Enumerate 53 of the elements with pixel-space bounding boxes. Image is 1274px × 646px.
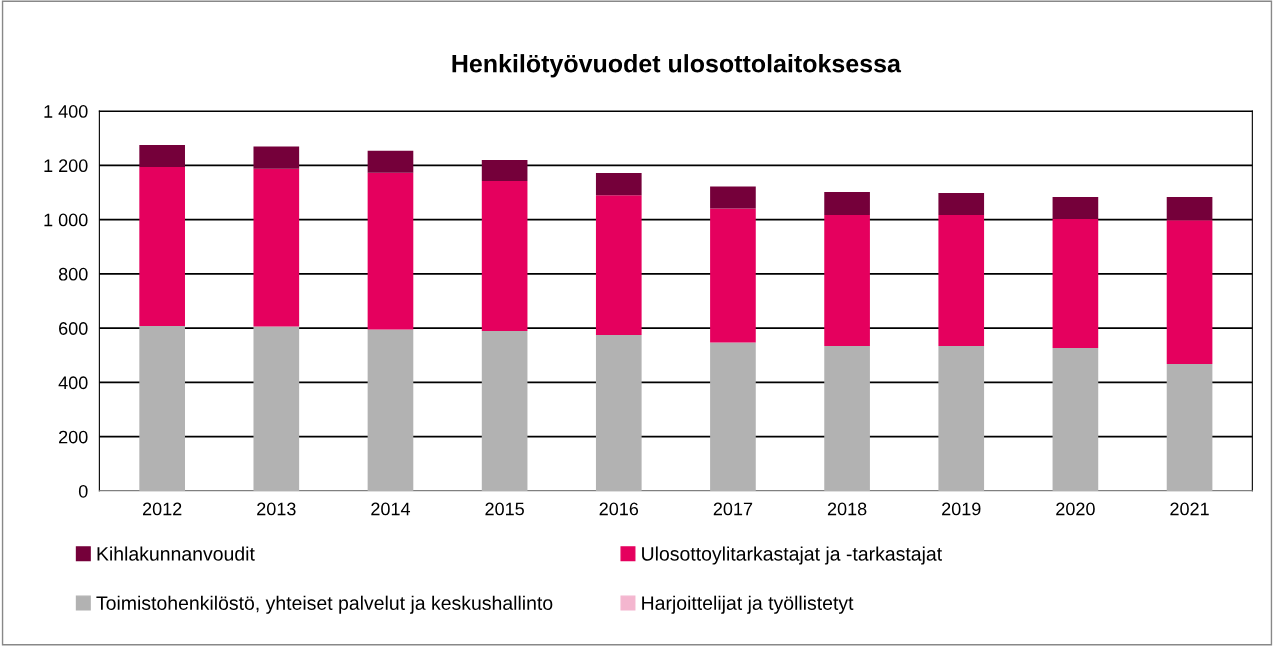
bar: [1166, 220, 1213, 364]
x-tick-label: 2016: [599, 502, 639, 516]
x-tick-label: 2017: [713, 502, 753, 516]
bar: [1052, 347, 1099, 491]
bar: [938, 193, 985, 216]
y-tick-label: 1 200: [44, 159, 88, 173]
bar: [710, 342, 756, 491]
bar: [824, 346, 870, 491]
x-tick-label: 2012: [142, 502, 182, 516]
bar: [824, 191, 870, 216]
bar: [1052, 219, 1099, 348]
x-tick-label: 2019: [942, 502, 981, 516]
bar: [367, 329, 414, 491]
bar: [710, 186, 756, 209]
x-tick-label: 2015: [485, 502, 524, 516]
y-tick-label: 200: [59, 430, 88, 444]
bar: [253, 146, 300, 169]
bar: [1166, 363, 1213, 491]
x-tick-label: 2013: [257, 502, 296, 516]
y-tick-label: 0: [78, 484, 88, 498]
bar: [367, 150, 414, 173]
bar: [1052, 197, 1099, 220]
x-tick-label: 2021: [1170, 502, 1209, 516]
bar: [595, 195, 642, 335]
legend-label: Toimistohenkilöstö, yhteiset palvelut ja keskushallinto: [96, 595, 553, 614]
bar: [595, 334, 642, 491]
bar: [253, 168, 300, 327]
bar: [481, 159, 528, 182]
bar: [824, 215, 870, 347]
legend-label: Kihlakunnanvoudit: [97, 546, 255, 561]
y-tick-label: 600: [59, 322, 88, 335]
bar: [938, 346, 985, 491]
y-tick-label: 1 400: [44, 105, 88, 118]
chart-title: Henkilötyövuodet ulosottolaitoksessa: [452, 54, 902, 78]
y-tick-label: 800: [58, 267, 88, 281]
y-tick-label: 400: [58, 376, 88, 390]
x-tick-label: 2014: [371, 502, 411, 516]
x-tick-label: 2020: [1056, 502, 1095, 516]
bar: [481, 181, 528, 331]
bar: [1166, 197, 1213, 221]
bar: [938, 215, 985, 347]
y-tick-label: 1 000: [44, 213, 88, 227]
bar: [710, 208, 756, 343]
bar: [481, 330, 528, 491]
bar: [253, 326, 300, 491]
bar: [595, 172, 642, 196]
x-tick-label: 2018: [827, 502, 867, 516]
bar: [139, 167, 185, 326]
bar: [139, 326, 185, 491]
bar: [139, 145, 185, 167]
bar: [367, 172, 414, 330]
legend-label: Ulosottoylitarkastajat ja -tarkastajat: [642, 546, 942, 565]
legend-label: Harjoittelijat ja työllistetyt: [642, 595, 854, 614]
